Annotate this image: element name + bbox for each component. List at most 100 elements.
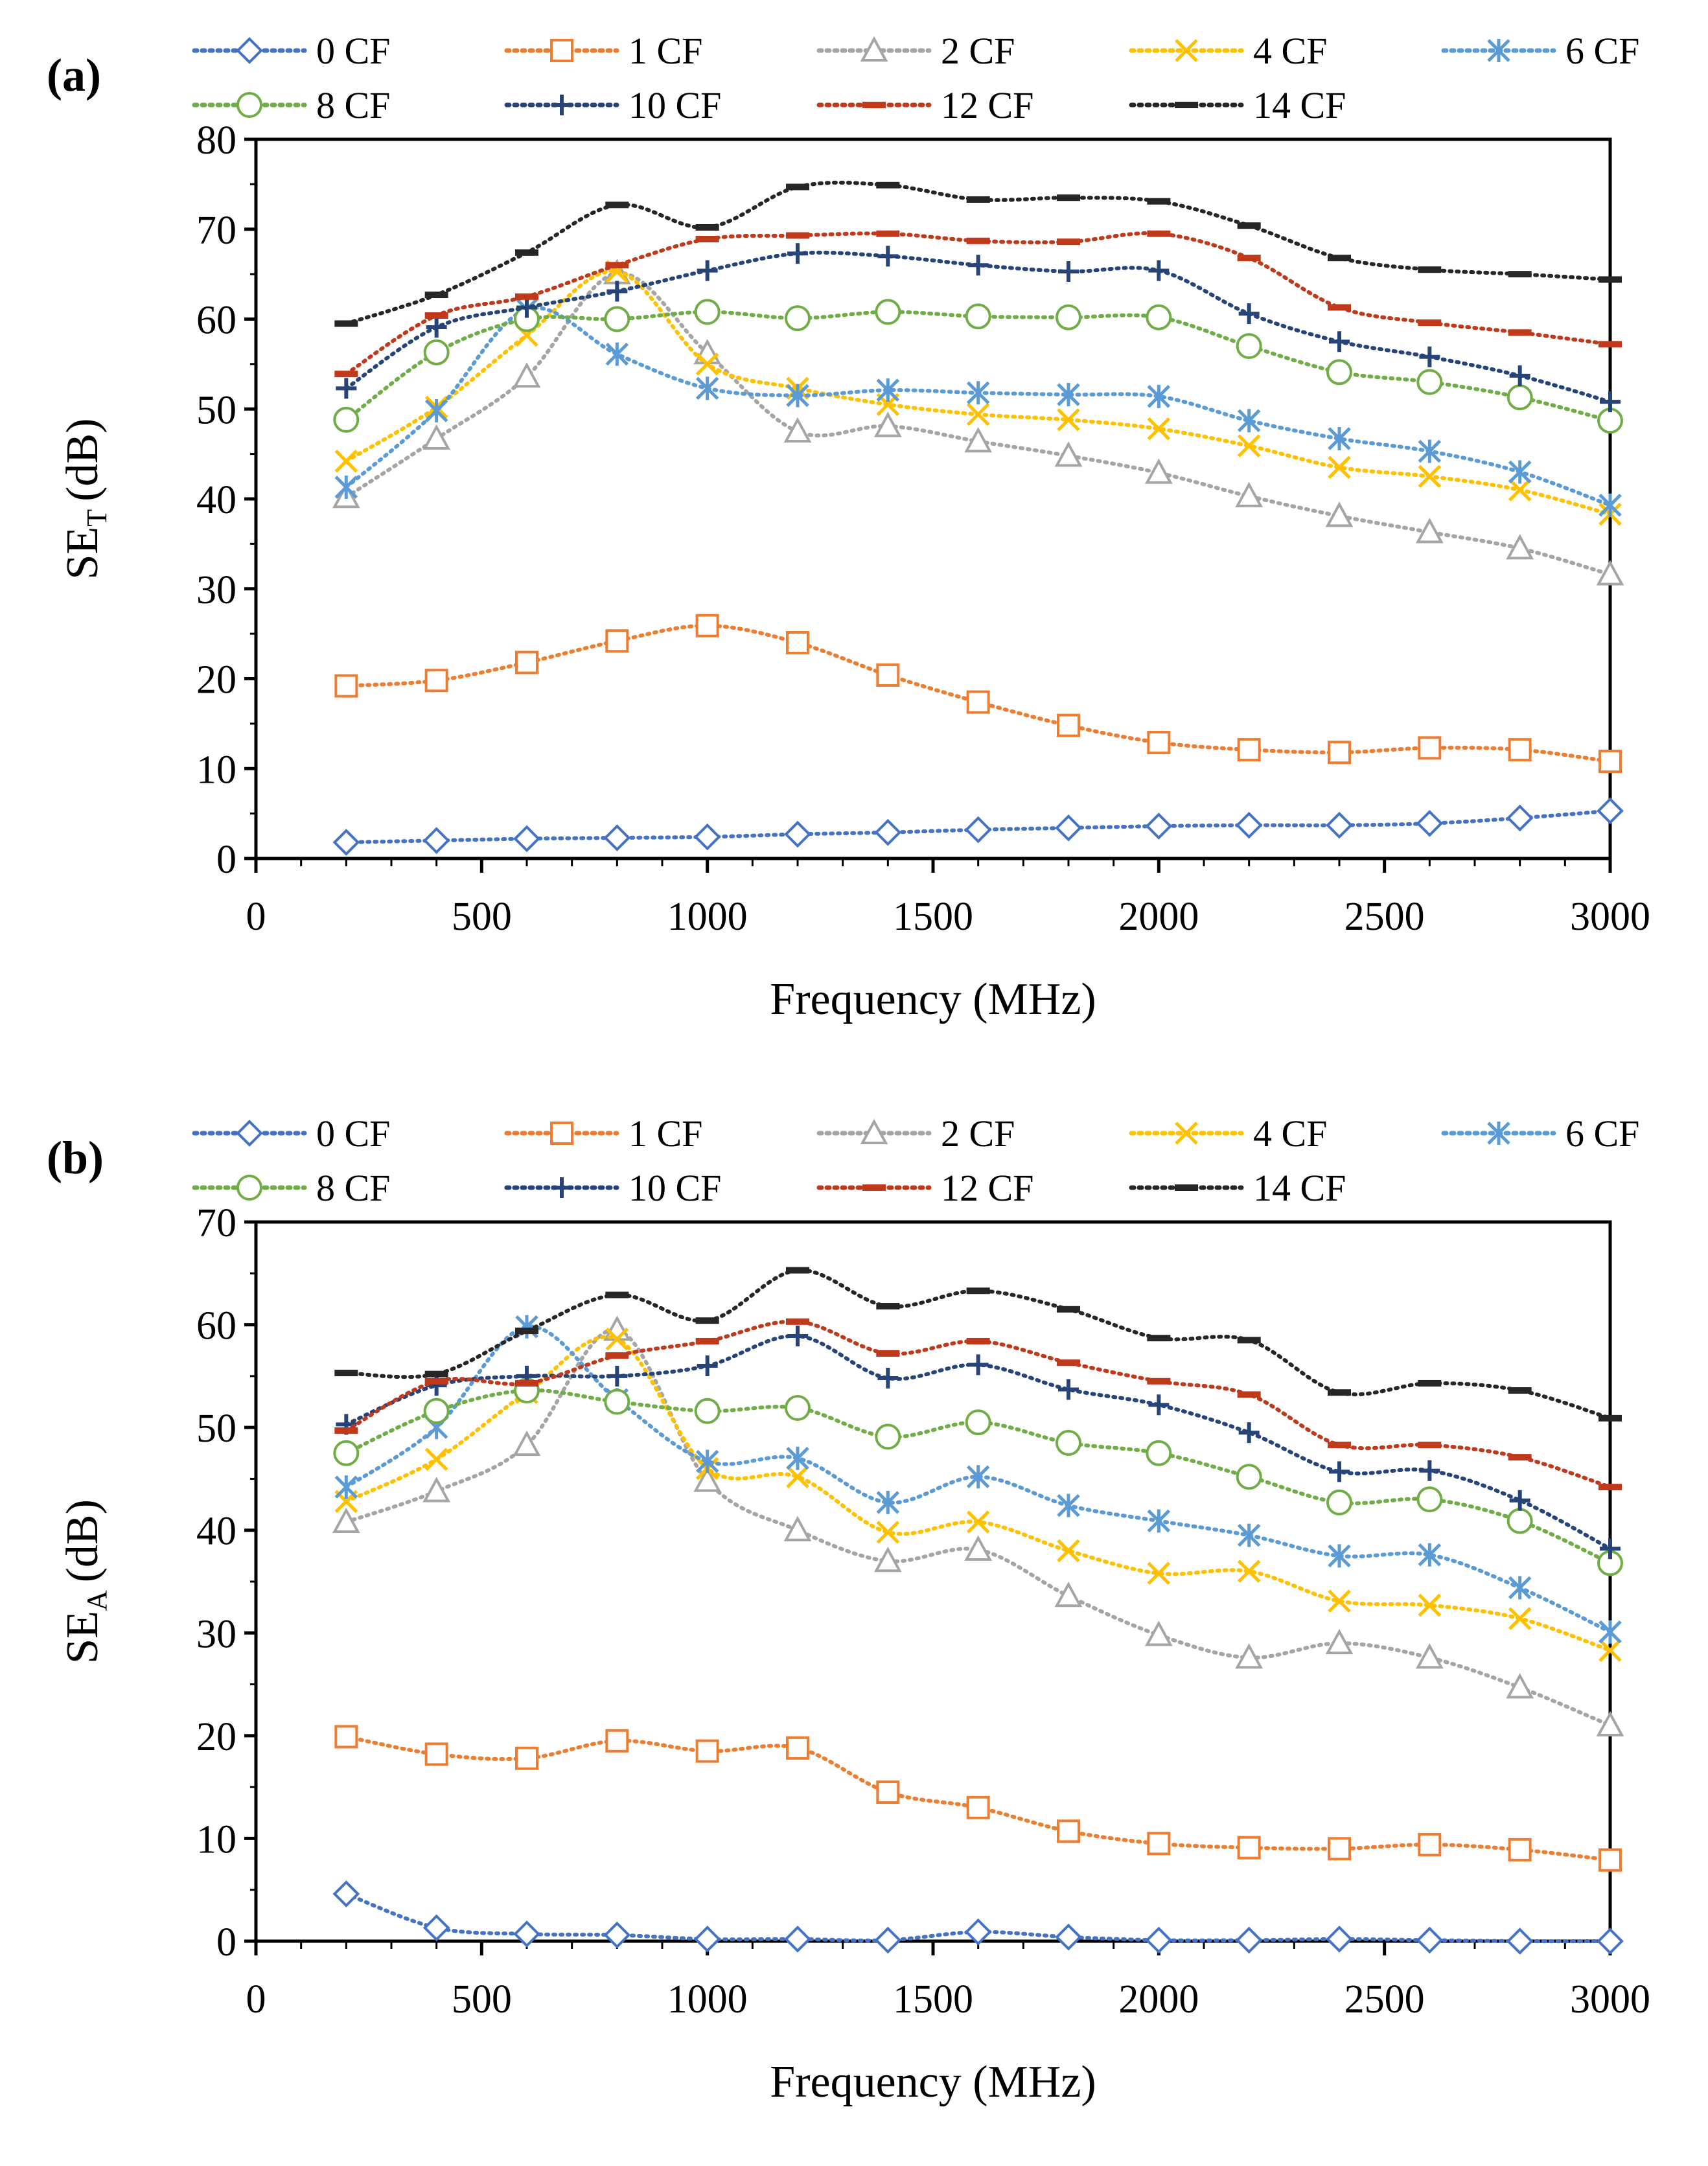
chart-panel-b: (b) 0 CF 1 CF 2 CF 4 CF 6 CF 8 CF 10 CF 12 CF 14 …: [0, 1083, 1708, 2165]
x-axis-title: Frequency (MHz): [770, 2057, 1096, 2107]
series-line: [344, 1892, 1612, 1944]
data-point: [1508, 1387, 1532, 1394]
data-point: [1419, 346, 1440, 367]
data-point: [873, 411, 902, 437]
data-point: [1509, 1490, 1530, 1511]
data-point: [604, 306, 630, 332]
data-point: [333, 406, 360, 433]
data-point: [1418, 439, 1442, 463]
data-point: [1148, 260, 1170, 281]
data-point: [605, 342, 629, 366]
legend-label: 12 CF: [941, 84, 1033, 126]
data-point: [1058, 1379, 1079, 1400]
series-12-cf: [334, 230, 1622, 378]
data-point: [1325, 1628, 1354, 1655]
legend-marker: [1175, 1122, 1198, 1145]
legend-marker: [236, 1120, 263, 1147]
x-tick-label: 2000: [1118, 895, 1199, 939]
data-point: [605, 262, 629, 269]
data-point: [1598, 1414, 1622, 1422]
x-tick-label: 0: [246, 1977, 266, 2022]
legend-label: 14 CF: [1253, 84, 1346, 126]
data-point: [1418, 1832, 1442, 1856]
data-point: [1419, 1460, 1440, 1481]
legend-marker: [551, 1177, 572, 1198]
data-point: [1054, 1582, 1083, 1607]
data-point: [695, 376, 719, 400]
data-point: [693, 1466, 722, 1492]
data-point: [695, 1739, 719, 1763]
data-point: [606, 281, 628, 302]
series-2-cf: [332, 1315, 1624, 1736]
data-point: [966, 196, 990, 203]
data-point: [1415, 1643, 1444, 1669]
data-point: [966, 1337, 990, 1344]
data-point: [1598, 276, 1622, 283]
data-point: [786, 1318, 809, 1325]
data-point: [785, 1395, 811, 1422]
data-point: [1147, 1335, 1171, 1342]
data-point: [1418, 1442, 1442, 1449]
legend-entry: 8 CF: [192, 1167, 390, 1209]
data-point: [605, 1328, 629, 1351]
data-point: [1325, 501, 1354, 527]
data-point: [1057, 408, 1080, 432]
data-point: [424, 1742, 448, 1766]
data-point: [1145, 812, 1173, 840]
data-point: [515, 293, 538, 300]
series-line: [344, 1324, 1612, 1634]
data-point: [965, 1409, 991, 1436]
data-point: [1238, 1422, 1260, 1444]
legend-entry: 0 CF: [192, 1112, 390, 1155]
legend-marker: [1175, 39, 1198, 62]
data-point: [1147, 230, 1171, 237]
data-point: [786, 1446, 809, 1470]
data-point: [334, 1370, 358, 1377]
series-4-cf: [334, 1328, 1622, 1663]
data-point: [1235, 1643, 1264, 1669]
data-point: [783, 417, 812, 443]
data-point: [1144, 1620, 1173, 1646]
data-point: [334, 449, 358, 473]
data-point: [1326, 1489, 1352, 1515]
legend-entry: 2 CF: [816, 30, 1015, 72]
data-point: [1237, 255, 1261, 262]
data-point: [786, 1736, 809, 1760]
data-point: [1415, 518, 1444, 544]
data-point: [1418, 266, 1442, 273]
data-point: [1418, 1379, 1442, 1387]
data-point: [1326, 811, 1353, 839]
data-point: [876, 1490, 900, 1514]
x-tick-label: 500: [452, 895, 512, 939]
data-point: [966, 381, 990, 405]
legend-entry: 1 CF: [504, 30, 702, 72]
series-0-cf: [332, 1880, 1624, 1955]
x-tick-label: 1000: [667, 1977, 748, 2022]
series-line: [344, 271, 1612, 577]
legend-marker: [237, 1175, 262, 1201]
series-line: [344, 809, 1612, 845]
data-point: [693, 823, 721, 851]
data-point: [1329, 331, 1350, 352]
x-tick-label: 1500: [893, 895, 973, 939]
data-point: [1416, 810, 1444, 837]
data-point: [1237, 1337, 1261, 1344]
data-point: [964, 1918, 992, 1946]
data-point: [1418, 1593, 1442, 1617]
data-point: [877, 246, 899, 267]
data-point: [334, 371, 358, 378]
legend-marker: [236, 37, 263, 64]
data-point: [1057, 383, 1080, 407]
data-point: [424, 292, 448, 299]
series-14-cf: [334, 1267, 1622, 1422]
data-point: [1506, 804, 1534, 832]
legend-label: 1 CF: [629, 30, 702, 72]
data-point: [1235, 811, 1263, 839]
data-point: [1328, 304, 1351, 311]
data-point: [1509, 365, 1530, 386]
legend-entry: 14 CF: [1129, 84, 1346, 126]
data-point: [876, 230, 900, 237]
data-point: [1508, 738, 1532, 762]
legend-label: 6 CF: [1565, 30, 1639, 72]
series-10-cf: [336, 243, 1621, 413]
